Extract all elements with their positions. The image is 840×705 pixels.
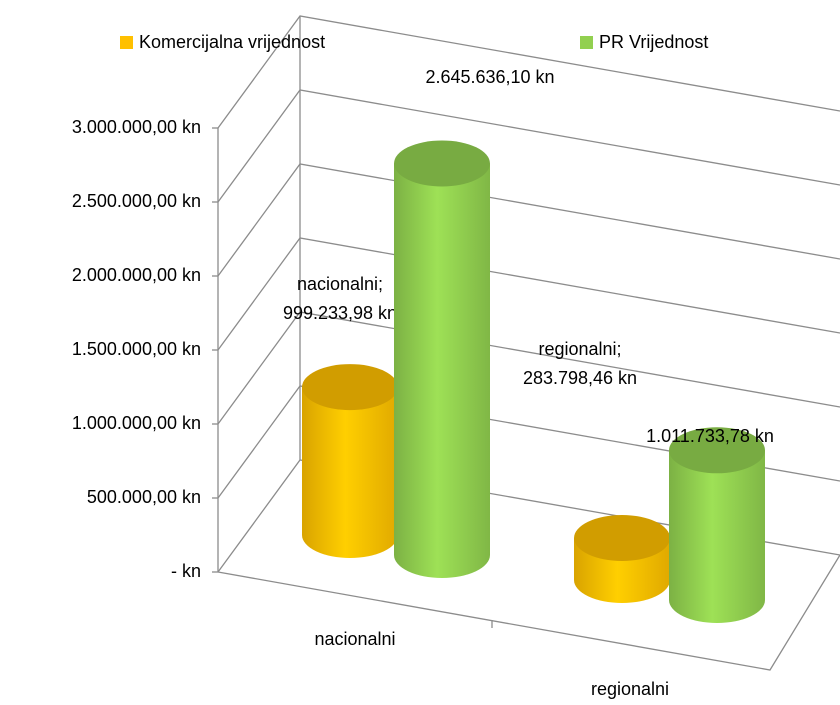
grid-line bbox=[217, 15, 840, 129]
y-tick-label: 1.500.000,00 kn bbox=[72, 339, 201, 359]
floor-edge bbox=[217, 554, 840, 671]
y-tick-label: 2.500.000,00 kn bbox=[72, 191, 201, 211]
legend-swatch bbox=[120, 36, 133, 49]
y-tick-label: - kn bbox=[171, 561, 201, 581]
grid-line bbox=[217, 311, 840, 425]
y-tick-label: 2.000.000,00 kn bbox=[72, 265, 201, 285]
grid-line bbox=[217, 237, 840, 351]
cylinder-top bbox=[669, 427, 765, 474]
legend-swatch bbox=[580, 36, 593, 49]
y-tick-label: 500.000,00 kn bbox=[87, 487, 201, 507]
cylinder-top bbox=[394, 140, 490, 187]
legend-label: PR Vrijednost bbox=[599, 32, 708, 52]
data-label: regionalni; 283.798,46 kn bbox=[523, 339, 637, 388]
data-label: 2.645.636,10 kn bbox=[425, 67, 554, 87]
legend-label: Komercijalna vrijednost bbox=[139, 32, 325, 52]
y-tick-label: 1.000.000,00 kn bbox=[72, 413, 201, 433]
data-label: 1.011.733,78 kn bbox=[646, 426, 774, 446]
y-tick-label: 3.000.000,00 kn bbox=[72, 117, 201, 137]
grid-line bbox=[217, 163, 840, 277]
data-label: nacionalni; 999.233,98 kn bbox=[283, 274, 397, 323]
cylinder-top bbox=[574, 514, 670, 561]
grid-line bbox=[217, 385, 840, 499]
cylinder-top bbox=[302, 364, 398, 411]
cylinder-body bbox=[302, 387, 398, 558]
cylinder-body bbox=[669, 450, 765, 623]
grid-line bbox=[217, 89, 840, 203]
x-tick-label: regionalni bbox=[591, 679, 669, 699]
cylinder-body bbox=[394, 163, 490, 578]
x-tick-label: nacionalni bbox=[314, 629, 395, 649]
grid-line bbox=[217, 459, 840, 573]
